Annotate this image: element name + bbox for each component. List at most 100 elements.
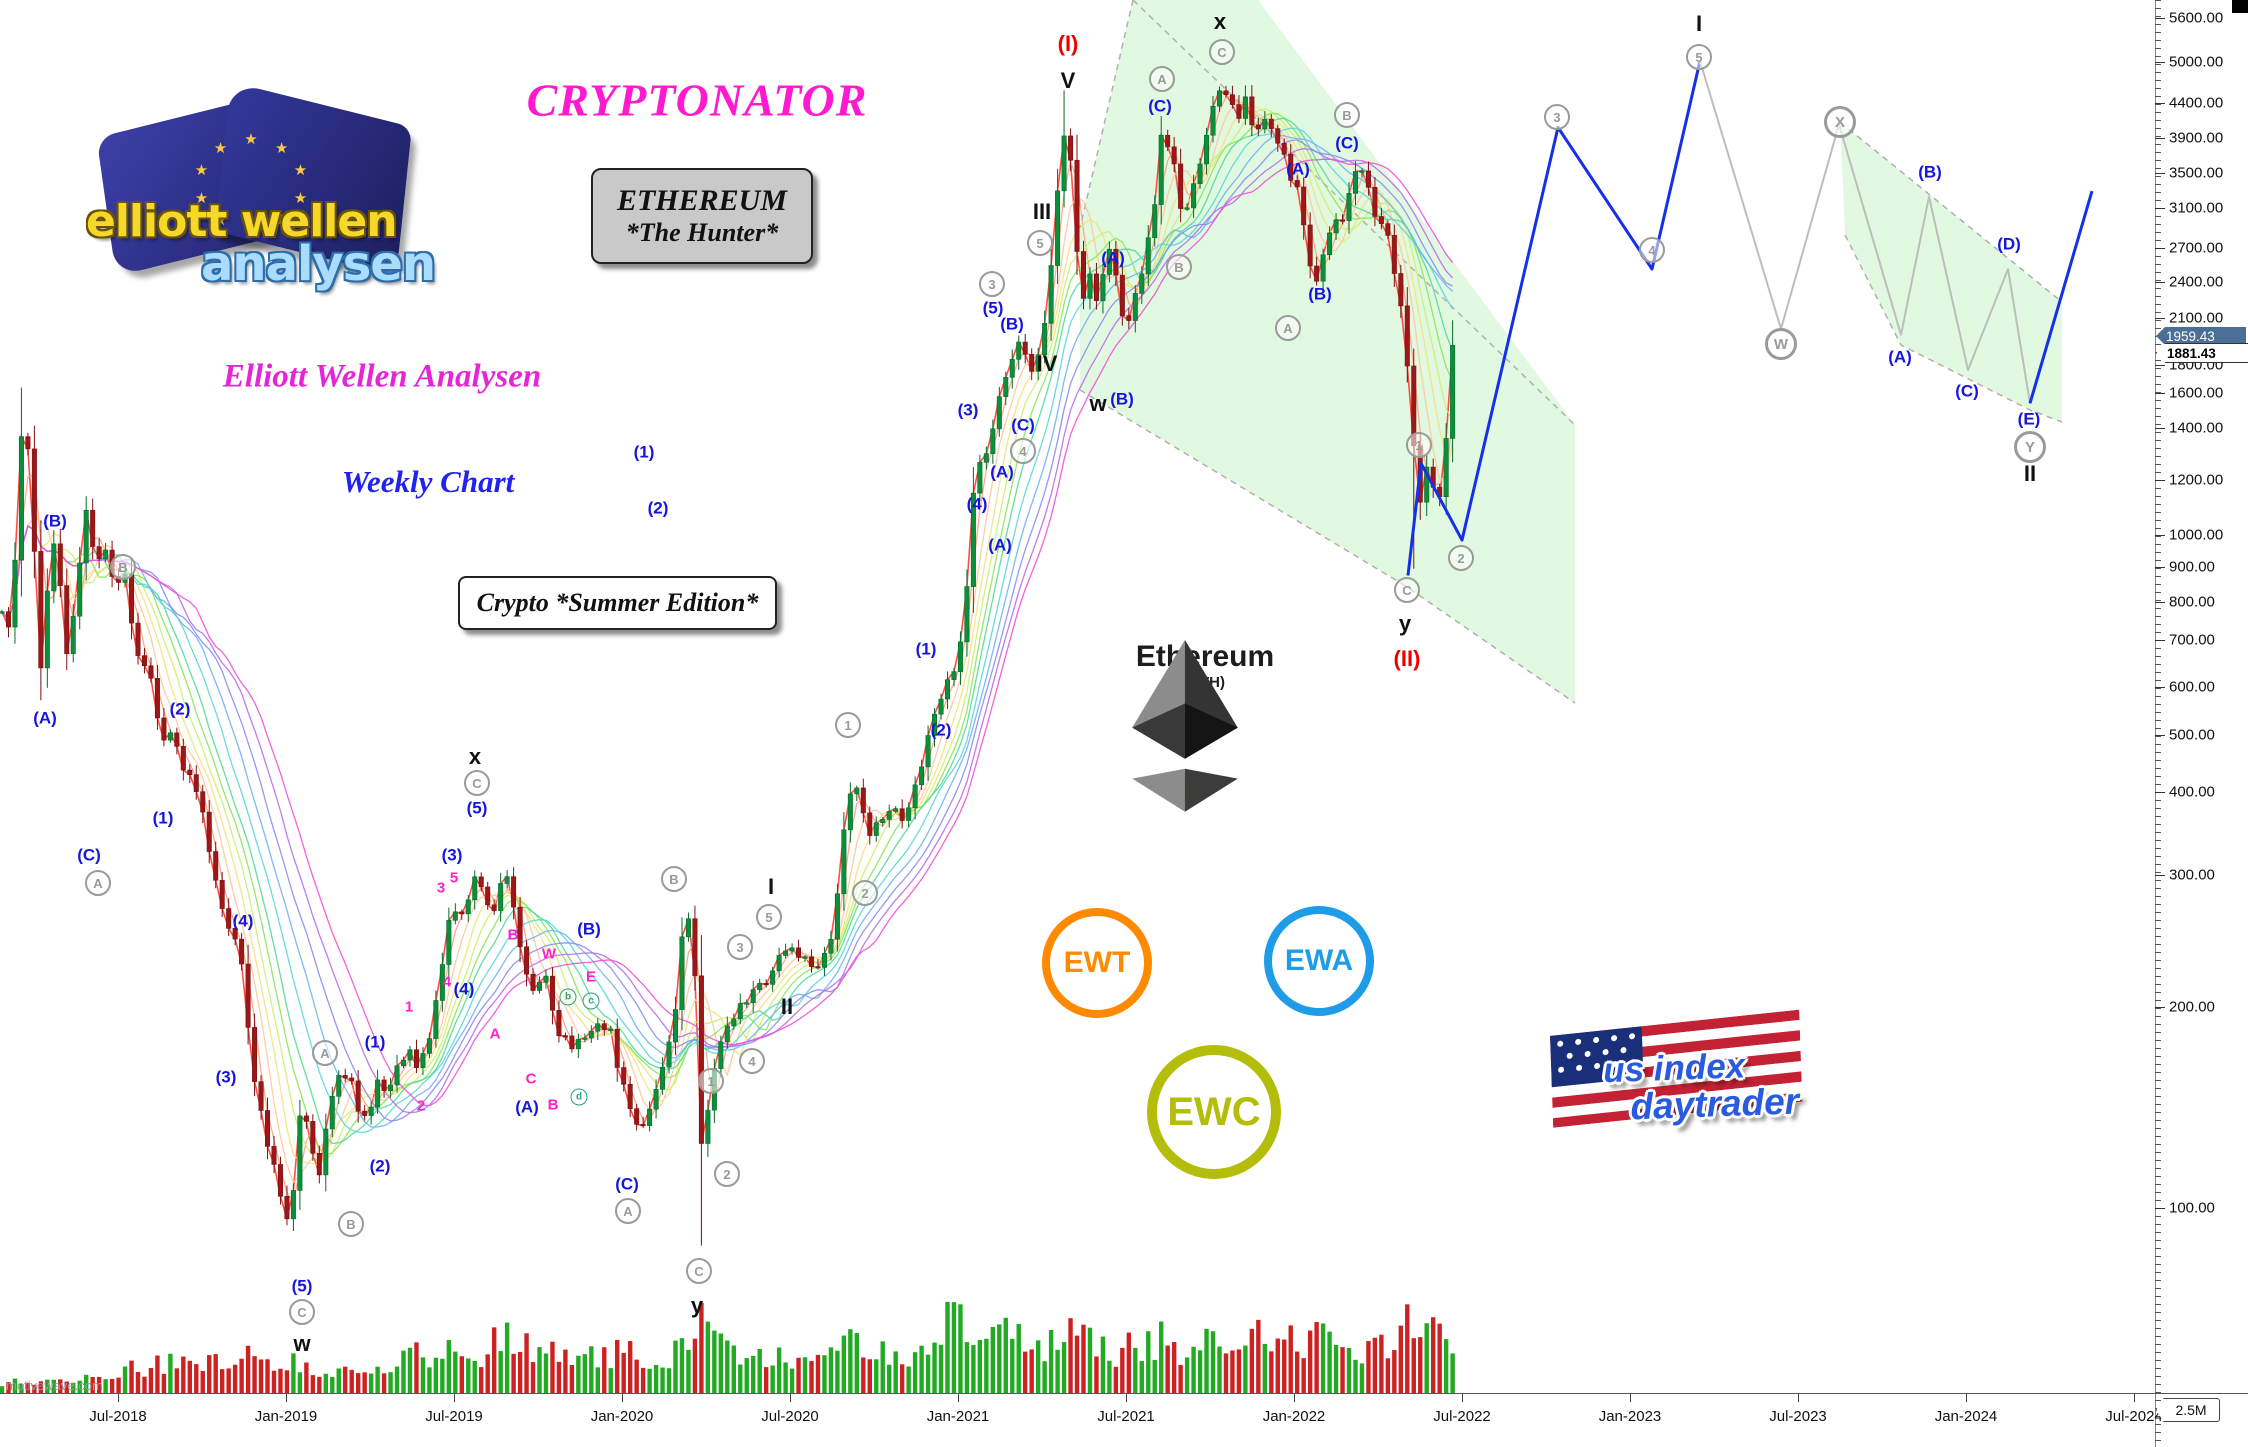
price-tick-mark	[2155, 18, 2165, 19]
price-tick-mark	[2155, 282, 2165, 283]
edition-box: Crypto *Summer Edition*	[458, 576, 777, 630]
wave-label: (C)	[615, 1174, 639, 1194]
wave-label: 3	[1544, 104, 1570, 130]
time-tick-mark	[622, 1394, 623, 1402]
price-tick-label: 2100.00	[2169, 309, 2224, 327]
time-axis[interactable]: Jul-2018 Jan-2019 Jul-2019 Jan-2020 Jul-2020…	[0, 1393, 2248, 1447]
price-tick-mark	[2155, 735, 2165, 736]
price-axis[interactable]: 5600.00 5000.00 4400.00 3900.00 3500.00 3100.…	[2155, 0, 2248, 1447]
time-tick-label: Jul-2023	[1769, 1408, 1827, 1425]
wave-label: (A)	[1286, 159, 1310, 179]
wave-label: B	[338, 1211, 364, 1237]
wave-label: y	[1398, 611, 1412, 636]
instrument-name: ETHEREUM	[616, 184, 788, 217]
time-tick-mark	[454, 1394, 455, 1402]
time-tick-mark	[1126, 1394, 1127, 1402]
time-tick-label: Jul-2021	[1097, 1408, 1155, 1425]
price-tick-label: 3900.00	[2169, 129, 2224, 147]
ewc-badge: EWC	[1147, 1045, 1281, 1179]
price-tick-label: 1600.00	[2169, 384, 2224, 402]
wave-label: X	[1824, 106, 1856, 138]
price-tick-mark	[2155, 480, 2165, 481]
projection-alternate-gray	[1699, 60, 2031, 404]
wave-label: A	[489, 1025, 501, 1043]
wave-label: (B)	[43, 511, 67, 531]
price-axis-minor-ticks	[2155, 0, 2161, 1447]
price-tick-label: 2700.00	[2169, 239, 2224, 257]
time-tick-label: Jan-2023	[1598, 1408, 1662, 1425]
time-tick-label: Jan-2022	[1262, 1408, 1326, 1425]
wave-label: x	[468, 744, 482, 769]
wave-label: C	[289, 1299, 315, 1325]
price-tick-mark	[2155, 173, 2165, 174]
price-tick-label: 1400.00	[2169, 419, 2224, 437]
elliott-wellen-analysen-logo: ★ ★ ★ ★ ★ ★ ★ ★ ★ ★ elliott wellen analysen	[86, 81, 446, 296]
candles-layer	[0, 85, 1456, 1246]
wave-label: (2)	[930, 720, 952, 740]
instrument-box: ETHEREUM *The Hunter*	[591, 168, 813, 264]
ethereum-logo-block: Ethereum (ETH)	[1130, 640, 1280, 812]
star-icon: ★	[194, 162, 209, 180]
wave-label: (A)	[990, 462, 1014, 482]
price-tick-label: 1000.00	[2169, 526, 2224, 544]
wave-label: (5)	[466, 798, 488, 818]
wave-label: (A)	[33, 708, 57, 728]
price-tick-label: 700.00	[2169, 631, 2215, 649]
price-tick-label: 500.00	[2169, 726, 2215, 744]
wave-label: (C)	[77, 845, 101, 865]
price-tick-mark	[2155, 875, 2165, 876]
price-tick-mark	[2155, 393, 2165, 394]
time-tick-label: Jan-2020	[590, 1408, 654, 1425]
wave-label: 2	[714, 1161, 740, 1187]
wave-label: III	[1032, 199, 1052, 224]
wave-label: (C)	[1955, 381, 1979, 401]
time-tick-label: Jul-2019	[425, 1408, 483, 1425]
wave-label: (E)	[2017, 409, 2041, 429]
wave-label: (4)	[232, 911, 254, 931]
wave-label: A	[312, 1040, 338, 1066]
wave-label: 3	[727, 934, 753, 960]
wave-label: 2	[416, 1097, 426, 1115]
projection-impulse-blue	[1406, 60, 1702, 576]
price-tick-label: 400.00	[2169, 783, 2215, 801]
time-tick-label: Jan-2019	[254, 1408, 318, 1425]
wave-label: (5)	[982, 298, 1004, 318]
price-tick-mark	[2155, 428, 2165, 429]
wave-label: (C)	[1335, 133, 1359, 153]
price-badge-light: 1881.43	[2156, 343, 2248, 363]
price-tick-mark	[2155, 103, 2165, 104]
star-icon: ★	[274, 139, 289, 157]
price-tick-mark	[2155, 567, 2165, 568]
wave-label: 3	[436, 879, 446, 897]
wave-label: Y	[2014, 431, 2046, 463]
ewt-badge: EWT	[1042, 908, 1152, 1018]
wave-label: (1)	[364, 1032, 386, 1052]
wave-label: I	[767, 874, 775, 899]
time-tick-mark	[958, 1394, 959, 1402]
wave-label: 4	[442, 973, 452, 991]
price-tick-label: 900.00	[2169, 558, 2215, 576]
price-tick-mark	[2155, 138, 2165, 139]
projection-breakout-blue	[2028, 190, 2094, 404]
wave-label: (II)	[1393, 646, 1421, 671]
wave-label: w	[293, 1331, 311, 1356]
price-tick-label: 100.00	[2169, 1199, 2215, 1217]
price-tick-label: 2400.00	[2169, 273, 2224, 291]
main-title: CRYPTONATOR	[526, 74, 868, 126]
ma-ribbon-line-p19	[1, 134, 1454, 1128]
price-tick-mark	[2155, 535, 2165, 536]
wave-label: (4)	[453, 979, 475, 999]
wave-label: (2)	[169, 699, 191, 719]
logo-text-line2: analysen	[201, 236, 436, 292]
wave-label: 1	[698, 1068, 724, 1094]
wave-label: (1)	[915, 639, 937, 659]
watermark: motivewave.com	[6, 1378, 103, 1393]
wave-label: 5	[449, 869, 459, 887]
volume-layer	[0, 1301, 1455, 1393]
wave-label: A	[85, 870, 111, 896]
right-triangle-channel-border	[1839, 121, 2063, 303]
wave-label: C	[1394, 577, 1420, 603]
wave-label: I	[1695, 11, 1703, 36]
